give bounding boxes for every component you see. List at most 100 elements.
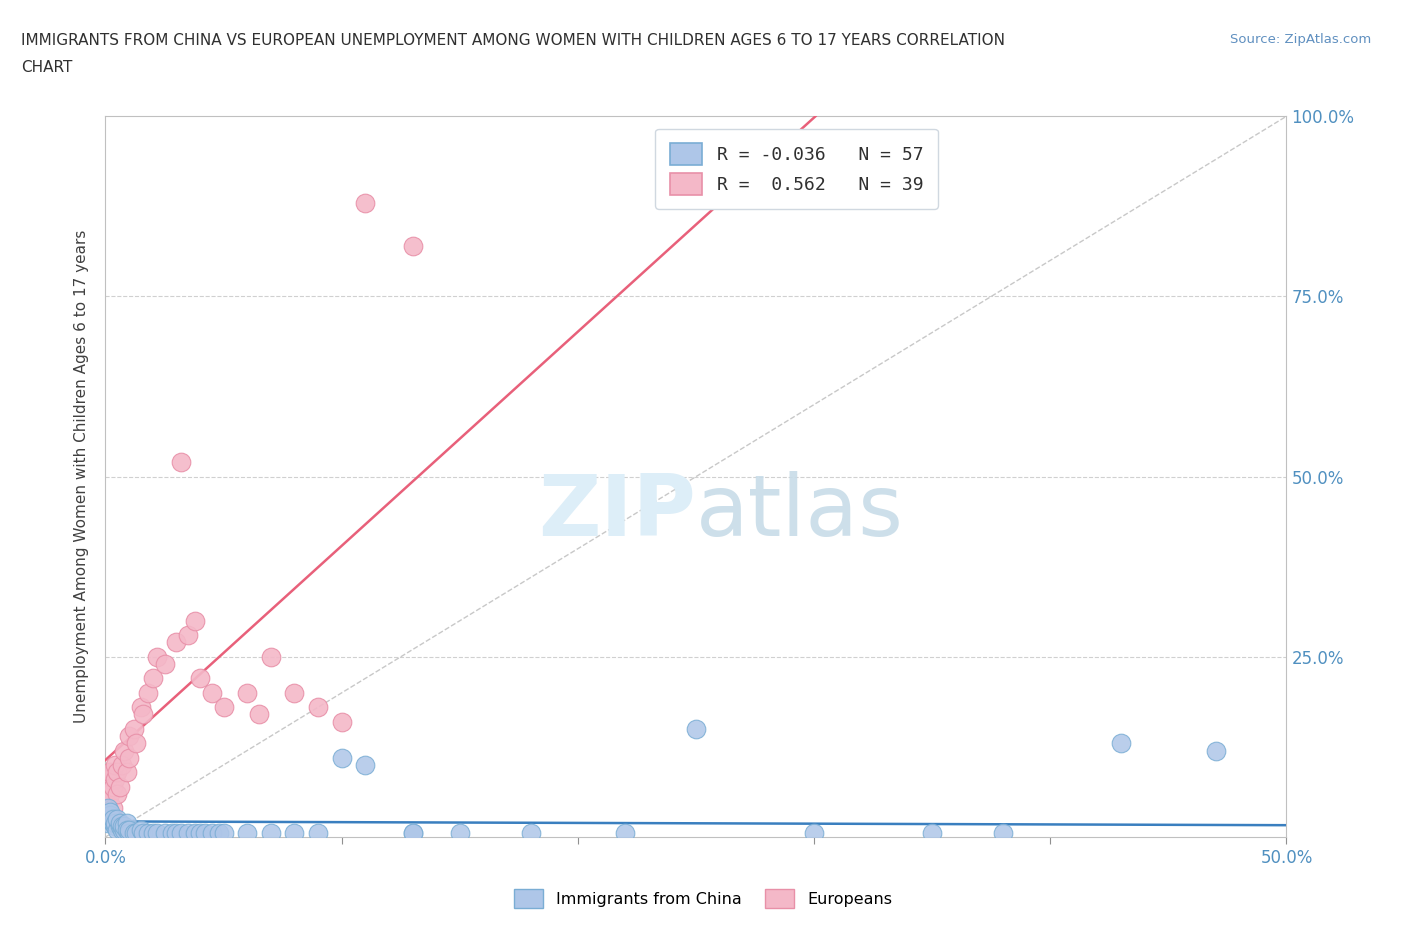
Point [188,671,211,686]
Point [132,826,155,841]
Point [201,826,224,841]
Text: CHART: CHART [21,60,73,75]
Point [194,826,217,841]
Point [142,671,165,686]
Text: Source: ZipAtlas.com: Source: ZipAtlas.com [1230,33,1371,46]
Point [97,815,120,830]
Point [112,822,135,837]
Point [188,826,211,841]
Point [247,707,270,722]
Point [112,743,135,758]
Point [170,455,193,470]
Point [153,657,176,671]
Point [177,826,200,841]
Point [283,685,305,700]
Point [165,826,187,841]
Point [108,779,131,794]
Point [307,700,329,715]
Point [307,826,329,841]
Point [236,826,259,841]
Point [118,729,141,744]
Point [212,700,235,715]
Point [104,757,127,772]
Point [330,751,353,765]
Point [101,801,124,816]
Legend: R = -0.036   N = 57, R =  0.562   N = 39: R = -0.036 N = 57, R = 0.562 N = 39 [655,129,938,209]
Point [129,822,152,837]
Point [125,826,148,841]
Point [260,826,283,841]
Point [153,826,176,841]
Point [111,818,134,833]
Point [354,195,377,210]
Point [111,822,134,837]
Point [108,815,131,830]
Point [101,812,124,827]
Point [108,818,131,833]
Point [146,649,169,664]
Point [98,808,121,823]
Y-axis label: Unemployment Among Women with Children Ages 6 to 17 years: Unemployment Among Women with Children A… [75,230,90,724]
Point [201,685,224,700]
Point [136,826,159,841]
Point [803,826,825,841]
Point [354,757,377,772]
Point [165,635,187,650]
Point [184,614,207,629]
Point [104,815,127,830]
Point [112,818,135,833]
Point [401,826,423,841]
Point [104,818,127,833]
Point [98,812,121,827]
Point [283,826,305,841]
Point [170,826,193,841]
Point [101,779,124,794]
Point [614,826,637,841]
Point [519,826,541,841]
Point [97,772,120,787]
Legend: Immigrants from China, Europeans: Immigrants from China, Europeans [508,883,898,914]
Point [105,822,128,837]
Point [160,826,183,841]
Point [118,822,141,837]
Point [142,826,165,841]
Point [105,812,128,827]
Point [115,815,138,830]
Point [98,787,121,802]
Point [118,826,141,841]
Point [97,801,120,816]
Point [125,736,148,751]
Point [98,804,121,819]
Point [991,826,1014,841]
Point [132,707,155,722]
Point [401,826,423,841]
Point [208,826,231,841]
Point [1205,743,1227,758]
Point [146,826,169,841]
Point [122,826,145,841]
Point [136,685,159,700]
Point [101,815,124,830]
Point [401,239,423,254]
Point [921,826,943,841]
Point [97,808,120,823]
Point [685,722,707,737]
Point [115,764,138,779]
Point [177,628,200,643]
Point [129,700,152,715]
Point [260,649,283,664]
Point [330,714,353,729]
Text: IMMIGRANTS FROM CHINA VS EUROPEAN UNEMPLOYMENT AMONG WOMEN WITH CHILDREN AGES 6 : IMMIGRANTS FROM CHINA VS EUROPEAN UNEMPL… [21,33,1005,47]
Point [104,772,127,787]
Point [236,685,259,700]
Point [184,826,207,841]
Point [111,757,134,772]
Point [212,826,235,841]
Text: ZIP: ZIP [538,472,696,554]
Point [122,722,145,737]
Point [98,764,121,779]
Point [115,822,138,837]
Point [118,751,141,765]
Point [105,764,128,779]
Point [97,793,120,808]
